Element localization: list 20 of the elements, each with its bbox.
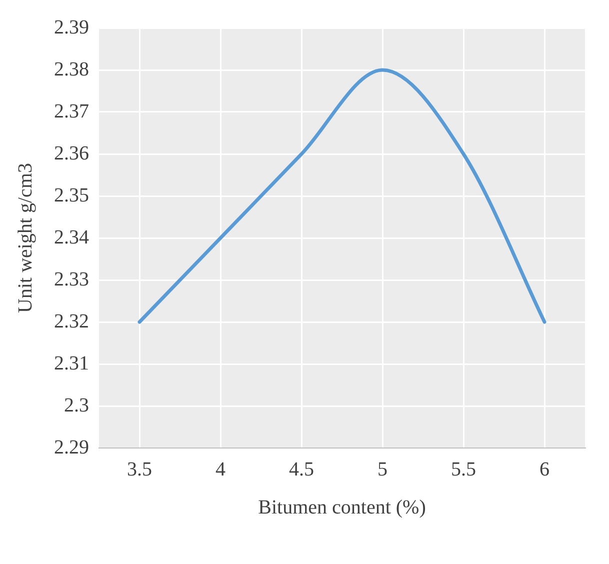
y-tick-label: 2.36	[54, 142, 89, 164]
y-tick-label: 2.29	[54, 436, 89, 458]
y-tick-label: 2.32	[54, 310, 89, 332]
y-tick-label: 2.34	[54, 226, 89, 248]
x-tick-label: 5	[378, 458, 388, 480]
y-tick-label: 2.38	[54, 58, 89, 80]
x-tick-label: 4	[216, 458, 226, 480]
y-tick-label: 2.35	[54, 184, 89, 206]
y-axis-title: Unit weight g/cm3	[14, 163, 36, 313]
x-tick-label: 4.5	[289, 458, 314, 480]
y-tick-label: 2.3	[64, 394, 89, 416]
y-tick-label: 2.39	[54, 16, 89, 38]
x-tick-label: 3.5	[127, 458, 152, 480]
y-tick-label: 2.33	[54, 268, 89, 290]
x-tick-label: 5.5	[451, 458, 476, 480]
x-axis-title: Bitumen content (%)	[258, 496, 426, 518]
line-series	[138, 68, 546, 324]
y-tick-label: 2.37	[54, 100, 89, 122]
x-tick-label: 6	[540, 458, 550, 480]
y-tick-label: 2.31	[54, 352, 89, 374]
